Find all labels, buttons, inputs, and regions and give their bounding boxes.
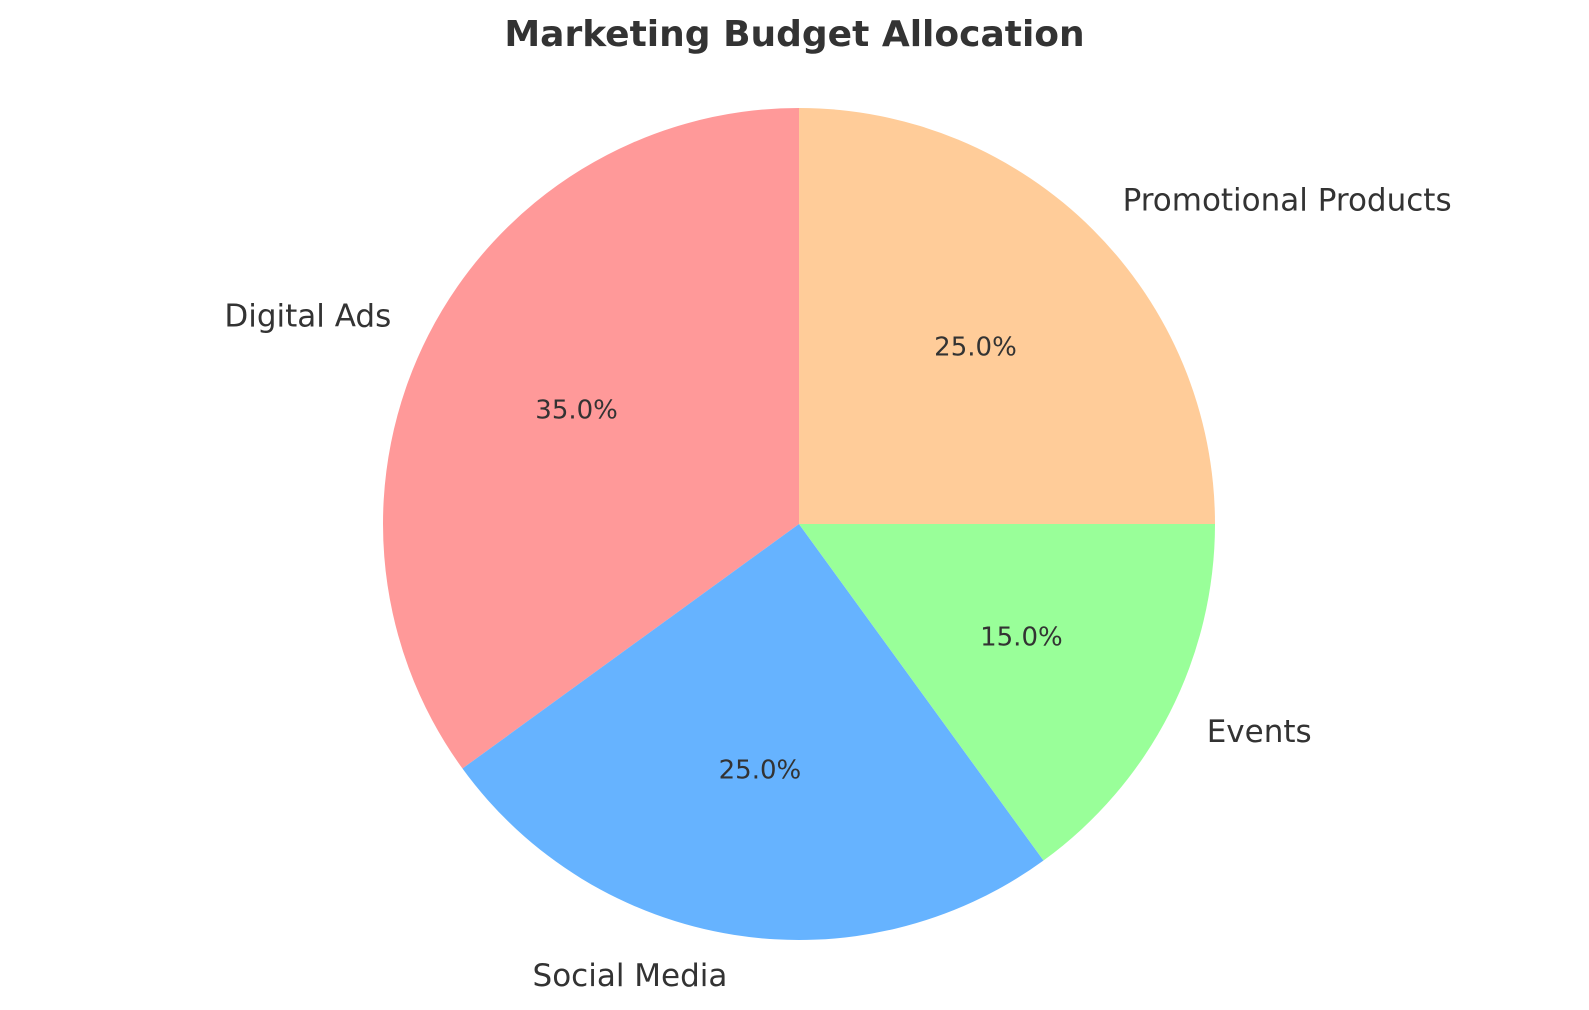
percent-label-digital-ads: 35.0% xyxy=(535,396,618,426)
pie-labels: Digital Ads 35.0% Social Media 25.0% Events 1… xyxy=(224,182,1451,994)
percent-label-promotional-products: 25.0% xyxy=(934,333,1017,363)
slice-digital-ads xyxy=(383,108,799,769)
slice-social-media xyxy=(462,524,1044,940)
chart-title: Marketing Budget Allocation xyxy=(504,14,1085,55)
slice-promotional-products xyxy=(799,108,1215,524)
pie-slices xyxy=(383,108,1215,940)
slice-label-events: Events xyxy=(1207,714,1312,750)
slice-label-promotional-products: Promotional Products xyxy=(1123,182,1452,218)
percent-label-events: 15.0% xyxy=(980,622,1063,652)
slice-label-social-media: Social Media xyxy=(533,958,728,994)
slice-events xyxy=(799,524,1215,861)
percent-label-social-media: 25.0% xyxy=(719,756,802,786)
slice-label-digital-ads: Digital Ads xyxy=(224,298,391,334)
